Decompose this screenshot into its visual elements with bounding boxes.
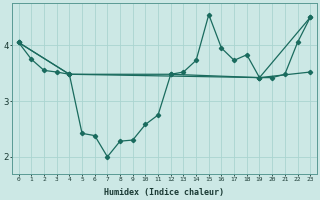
X-axis label: Humidex (Indice chaleur): Humidex (Indice chaleur) — [104, 188, 224, 197]
